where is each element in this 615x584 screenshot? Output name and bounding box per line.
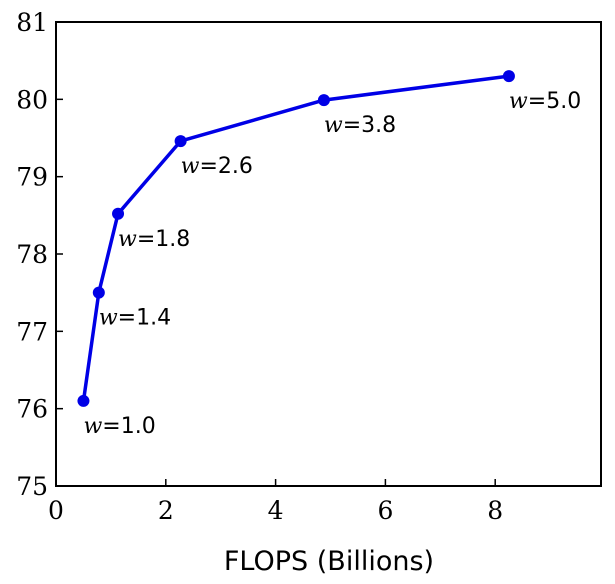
point-label-value: =2.6 bbox=[199, 154, 252, 179]
point-labels: w=1.0w=1.4w=1.8w=2.6w=3.8w=5.0 bbox=[83, 89, 581, 439]
data-points bbox=[77, 70, 515, 407]
point-label-variable: w bbox=[83, 414, 102, 439]
data-point bbox=[502, 70, 515, 83]
x-tick-label: 2 bbox=[158, 496, 174, 525]
x-tick-label: 6 bbox=[377, 496, 393, 525]
y-tick-label: 81 bbox=[16, 8, 48, 37]
x-tick-label: 4 bbox=[268, 496, 284, 525]
data-point bbox=[77, 394, 90, 407]
y-tick-label: 75 bbox=[16, 472, 48, 501]
data-point bbox=[112, 207, 125, 220]
point-label: w=1.4 bbox=[99, 306, 171, 331]
data-point bbox=[92, 286, 105, 299]
point-label-value: =1.4 bbox=[118, 306, 171, 331]
y-tick-label: 76 bbox=[16, 395, 48, 424]
y-tick-label: 77 bbox=[16, 317, 48, 346]
point-label-value: =3.8 bbox=[343, 113, 396, 138]
data-point bbox=[317, 94, 330, 107]
point-label: w=3.8 bbox=[324, 113, 396, 138]
x-tick-label: 0 bbox=[48, 496, 64, 525]
point-label-variable: w bbox=[324, 113, 343, 138]
data-point bbox=[174, 135, 187, 148]
point-label: w=2.6 bbox=[181, 154, 253, 179]
y-axis-ticks: 75 76 77 78 79 80 81 bbox=[16, 8, 63, 501]
point-label: w=1.0 bbox=[83, 414, 155, 439]
y-tick-label: 78 bbox=[16, 240, 48, 269]
point-label: w=5.0 bbox=[509, 89, 581, 114]
x-tick-label: 8 bbox=[487, 496, 503, 525]
x-axis-ticks: 0 2 4 6 8 bbox=[48, 479, 503, 525]
y-tick-label: 79 bbox=[16, 163, 48, 192]
point-label: w=1.8 bbox=[118, 227, 190, 252]
point-label-variable: w bbox=[99, 306, 118, 331]
series-line bbox=[81, 74, 510, 402]
point-label-variable: w bbox=[181, 154, 200, 179]
point-label-variable: w bbox=[118, 227, 137, 252]
y-tick-label: 80 bbox=[16, 85, 48, 114]
point-label-value: =1.8 bbox=[137, 227, 190, 252]
point-label-variable: w bbox=[509, 89, 528, 114]
point-label-value: =5.0 bbox=[528, 89, 581, 114]
x-axis-label: FLOPS (Billions) bbox=[224, 546, 434, 577]
point-label-value: =1.0 bbox=[102, 414, 155, 439]
